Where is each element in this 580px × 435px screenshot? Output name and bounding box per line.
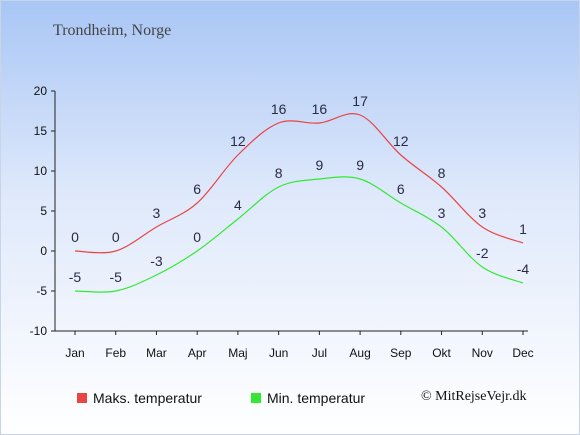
min-data-label: 9 — [356, 157, 364, 173]
legend-swatch-max — [77, 393, 87, 403]
max-data-label: 12 — [230, 133, 246, 149]
min-data-label: -3 — [150, 253, 163, 269]
x-tick-label: Jan — [65, 346, 84, 360]
legend-item-max: Maks. temperatur — [77, 390, 202, 406]
y-tick-label: -5 — [36, 284, 47, 298]
max-data-label: 16 — [312, 101, 328, 117]
min-data-label: 6 — [397, 181, 405, 197]
min-data-label: -4 — [517, 261, 530, 277]
x-tick-label: Feb — [105, 346, 126, 360]
max-data-label: 1 — [519, 221, 527, 237]
y-tick-label: 5 — [40, 204, 47, 218]
min-data-label: 8 — [275, 165, 283, 181]
x-tick-label: Okt — [432, 346, 451, 360]
y-tick-label: 15 — [34, 124, 48, 138]
y-tick-label: 20 — [34, 84, 48, 98]
max-data-label: 17 — [352, 93, 368, 109]
credit-text: © MitRejseVejr.dk — [421, 389, 527, 404]
min-data-label: -5 — [110, 269, 123, 285]
min-data-label: 9 — [315, 157, 323, 173]
max-data-label: 0 — [112, 229, 120, 245]
max-data-label: 6 — [193, 181, 201, 197]
min-data-label: 0 — [193, 229, 201, 245]
x-tick-label: Mar — [146, 346, 167, 360]
max-data-label: 0 — [71, 229, 79, 245]
min-temperature-line — [74, 176, 524, 293]
legend-label-min: Min. temperatur — [267, 390, 366, 406]
x-tick-label: Jun — [269, 346, 288, 360]
x-tick-label: Maj — [228, 346, 247, 360]
x-tick-label: Aug — [349, 346, 370, 360]
y-tick-label: 0 — [40, 244, 47, 258]
min-data-label: -2 — [476, 245, 489, 261]
max-data-label: 8 — [438, 165, 446, 181]
y-tick-label: 10 — [34, 164, 48, 178]
max-data-label: 12 — [393, 133, 409, 149]
legend-swatch-min — [251, 393, 261, 403]
min-data-label: 4 — [234, 197, 242, 213]
chart-title: Trondheim, Norge — [53, 22, 172, 39]
x-tick-label: Sep — [390, 346, 412, 360]
x-tick-label: Nov — [472, 346, 493, 360]
max-data-label: 3 — [153, 205, 161, 221]
x-tick-label: Apr — [188, 346, 207, 360]
max-temperature-line — [74, 113, 524, 254]
max-data-label: 16 — [271, 101, 287, 117]
max-data-label: 3 — [478, 205, 486, 221]
x-tick-label: Dec — [512, 346, 533, 360]
x-tick-label: Jul — [312, 346, 327, 360]
y-tick-label: -10 — [30, 324, 48, 338]
legend-item-min: Min. temperatur — [251, 390, 365, 406]
min-data-label: 3 — [438, 205, 446, 221]
legend-label-max: Maks. temperatur — [93, 390, 202, 406]
min-data-label: -5 — [69, 269, 82, 285]
